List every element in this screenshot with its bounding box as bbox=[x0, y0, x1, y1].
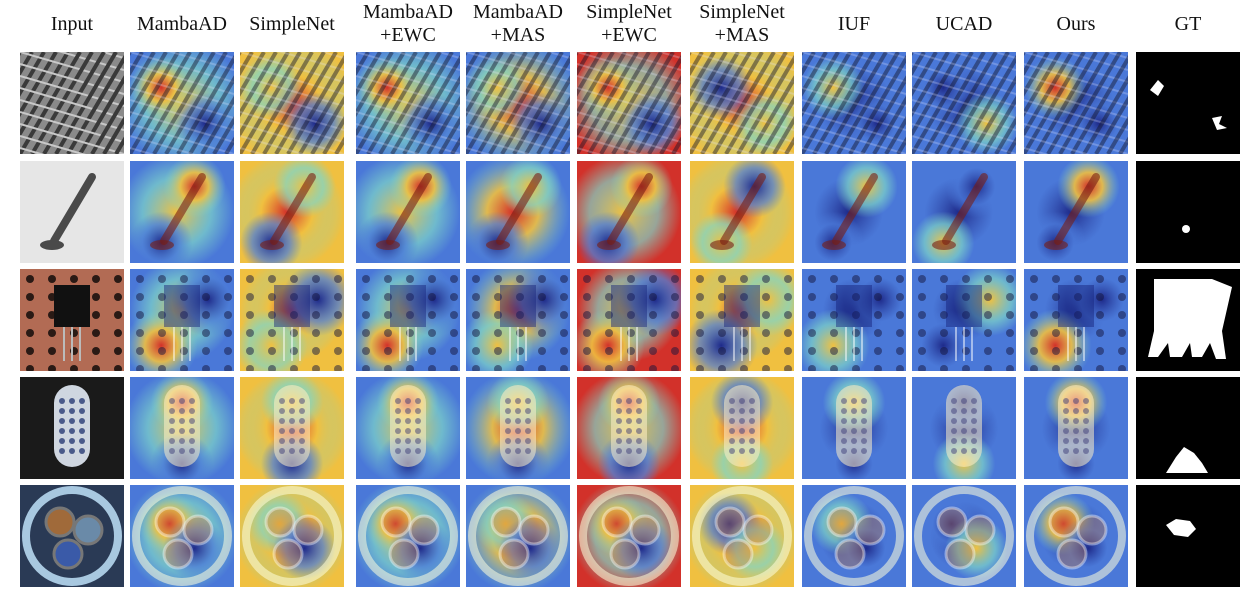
tile-cable-simplenet-mas bbox=[690, 485, 794, 587]
tile-transistor-mambaad-mas bbox=[466, 269, 570, 371]
column-header-gt-line: GT bbox=[1174, 12, 1202, 35]
column-header-gt: GT bbox=[1124, 0, 1248, 48]
tile-toothbrush-input bbox=[20, 377, 124, 479]
column-header-simplenet-mas-line: +MAS bbox=[714, 24, 770, 46]
column-header-simplenet-mas: SimpleNet +MAS bbox=[678, 0, 806, 48]
tile-toothbrush-mambaad-ewc bbox=[356, 377, 460, 479]
tile-toothbrush-simplenet-ewc bbox=[577, 377, 681, 479]
column-header-mambaad-ewc-line: MambaAD bbox=[363, 1, 453, 23]
column-header-mambaad-ewc: MambaAD +EWC bbox=[344, 0, 472, 48]
column-header-ucad-line: UCAD bbox=[935, 12, 993, 35]
tile-grid-mambaad bbox=[130, 52, 234, 154]
column-header-simplenet-line: SimpleNet bbox=[249, 12, 335, 35]
tile-transistor-simplenet bbox=[240, 269, 344, 371]
column-header-simplenet-ewc: SimpleNet +EWC bbox=[565, 0, 693, 48]
tile-screw-mambaad bbox=[130, 161, 234, 263]
tile-screw-simplenet bbox=[240, 161, 344, 263]
column-header-simplenet-ewc-line: +EWC bbox=[601, 24, 657, 46]
tile-toothbrush-ours bbox=[1024, 377, 1128, 479]
tile-cable-mambaad-ewc bbox=[356, 485, 460, 587]
tile-toothbrush-mambaad bbox=[130, 377, 234, 479]
tile-screw-gt bbox=[1136, 161, 1240, 263]
tile-screw-mambaad-ewc bbox=[356, 161, 460, 263]
tile-cable-gt bbox=[1136, 485, 1240, 587]
tile-cable-simplenet-ewc bbox=[577, 485, 681, 587]
tile-screw-mambaad-mas bbox=[466, 161, 570, 263]
tile-grid-ours bbox=[1024, 52, 1128, 154]
column-header-ours: Ours bbox=[1012, 0, 1140, 48]
column-header-mambaad-mas: MambaAD +MAS bbox=[454, 0, 582, 48]
column-header-input-line: Input bbox=[50, 12, 94, 35]
tile-toothbrush-gt bbox=[1136, 377, 1240, 479]
column-header-ours-line: Ours bbox=[1056, 12, 1096, 35]
column-header-iuf: IUF bbox=[790, 0, 918, 48]
tile-transistor-simplenet-mas bbox=[690, 269, 794, 371]
column-header-mambaad: MambaAD bbox=[118, 0, 246, 48]
tile-cable-ucad bbox=[912, 485, 1016, 587]
tile-grid-simplenet bbox=[240, 52, 344, 154]
tile-cable-iuf bbox=[802, 485, 906, 587]
column-header-mambaad-mas-line: MambaAD bbox=[473, 1, 563, 23]
tile-cable-mambaad-mas bbox=[466, 485, 570, 587]
tile-cable-simplenet bbox=[240, 485, 344, 587]
tile-grid-iuf bbox=[802, 52, 906, 154]
tile-transistor-iuf bbox=[802, 269, 906, 371]
tile-transistor-gt bbox=[1136, 269, 1240, 371]
tile-screw-simplenet-ewc bbox=[577, 161, 681, 263]
column-header-mambaad-line: MambaAD bbox=[137, 12, 227, 35]
tile-transistor-ucad bbox=[912, 269, 1016, 371]
tile-screw-ucad bbox=[912, 161, 1016, 263]
tile-cable-mambaad bbox=[130, 485, 234, 587]
column-header-simplenet-ewc-line: SimpleNet bbox=[586, 1, 672, 23]
tile-screw-iuf bbox=[802, 161, 906, 263]
tile-toothbrush-simplenet bbox=[240, 377, 344, 479]
tile-grid-simplenet-ewc bbox=[577, 52, 681, 154]
tile-toothbrush-simplenet-mas bbox=[690, 377, 794, 479]
tile-screw-ours bbox=[1024, 161, 1128, 263]
tile-grid-ucad bbox=[912, 52, 1016, 154]
tile-transistor-ours bbox=[1024, 269, 1128, 371]
tile-transistor-mambaad bbox=[130, 269, 234, 371]
column-header-mambaad-ewc-line: +EWC bbox=[380, 24, 436, 46]
tile-screw-input bbox=[20, 161, 124, 263]
tile-grid-mambaad-ewc bbox=[356, 52, 460, 154]
column-header-simplenet: SimpleNet bbox=[228, 0, 356, 48]
tile-cable-input bbox=[20, 485, 124, 587]
tile-transistor-mambaad-ewc bbox=[356, 269, 460, 371]
tile-grid-mambaad-mas bbox=[466, 52, 570, 154]
column-header-iuf-line: IUF bbox=[837, 12, 871, 35]
column-header-input: Input bbox=[8, 0, 136, 48]
tile-grid-gt bbox=[1136, 52, 1240, 154]
tile-transistor-input bbox=[20, 269, 124, 371]
tile-toothbrush-iuf bbox=[802, 377, 906, 479]
tile-cable-ours bbox=[1024, 485, 1128, 587]
column-header-mambaad-mas-line: +MAS bbox=[490, 24, 546, 46]
tile-toothbrush-ucad bbox=[912, 377, 1016, 479]
tile-toothbrush-mambaad-mas bbox=[466, 377, 570, 479]
column-header-simplenet-mas-line: SimpleNet bbox=[699, 1, 785, 23]
tile-transistor-simplenet-ewc bbox=[577, 269, 681, 371]
tile-screw-simplenet-mas bbox=[690, 161, 794, 263]
tile-grid-input bbox=[20, 52, 124, 154]
tile-grid-simplenet-mas bbox=[690, 52, 794, 154]
column-header-ucad: UCAD bbox=[900, 0, 1028, 48]
